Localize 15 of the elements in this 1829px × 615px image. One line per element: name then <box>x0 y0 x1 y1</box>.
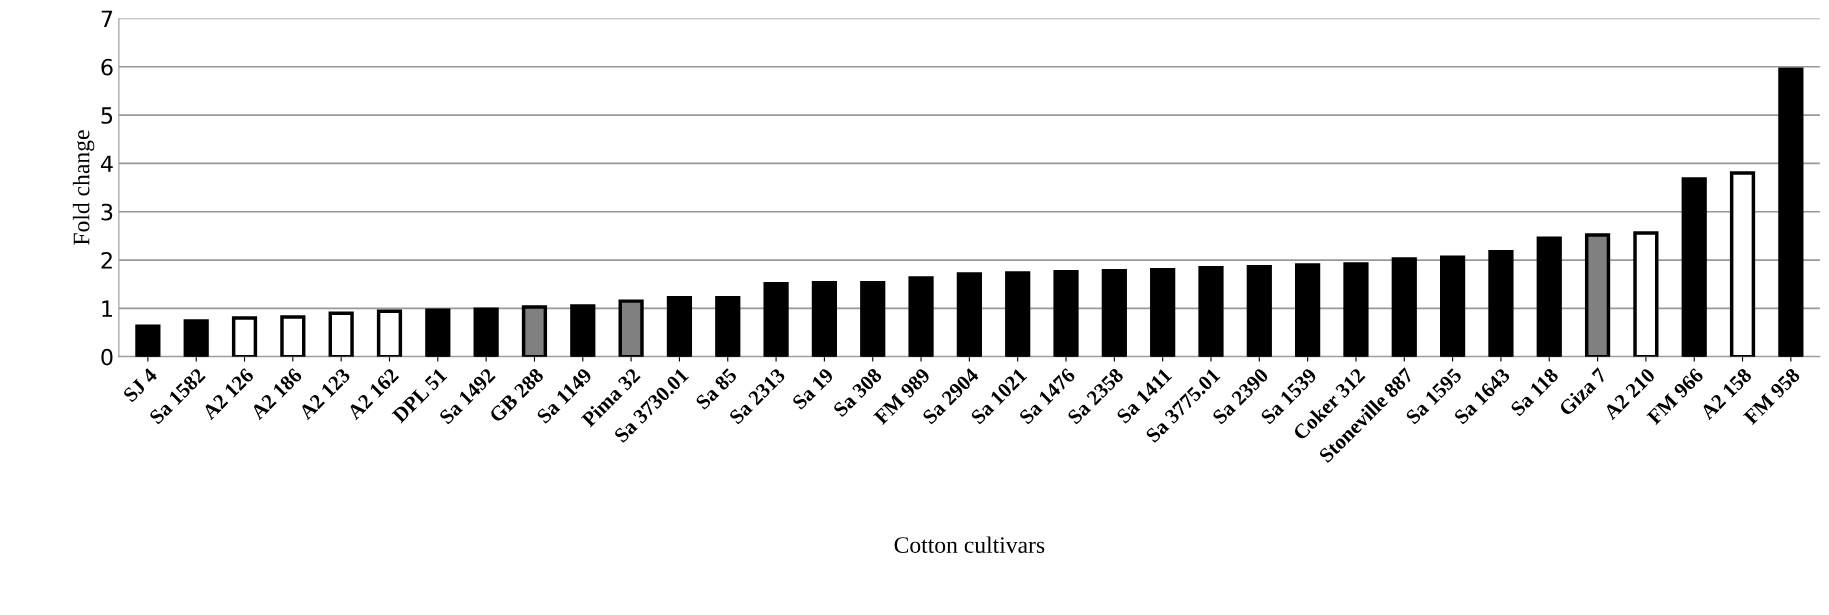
y-tick-label: 1 <box>102 300 112 317</box>
x-tick-label: Giza 7 <box>1557 366 1608 417</box>
x-tick-label: Sa 19 <box>791 367 835 410</box>
y-tick-label: 7 <box>101 10 113 27</box>
x-tick-label: SJ 4 <box>122 367 158 403</box>
x-tick-label: Sa 85 <box>694 367 738 410</box>
y-tick-label: 2 <box>101 252 112 269</box>
y-tick-label: 5 <box>101 107 113 124</box>
y-tick-label: 3 <box>101 203 113 221</box>
y-tick-label: 4 <box>100 155 113 172</box>
y-axis-title: Fold change <box>72 130 95 245</box>
y-tick-label: 0 <box>101 348 113 366</box>
y-tick-label: 6 <box>101 58 113 76</box>
x-tick-label: Sa 118 <box>1509 367 1560 417</box>
x-axis-title: Cotton cultivars <box>894 536 1045 553</box>
